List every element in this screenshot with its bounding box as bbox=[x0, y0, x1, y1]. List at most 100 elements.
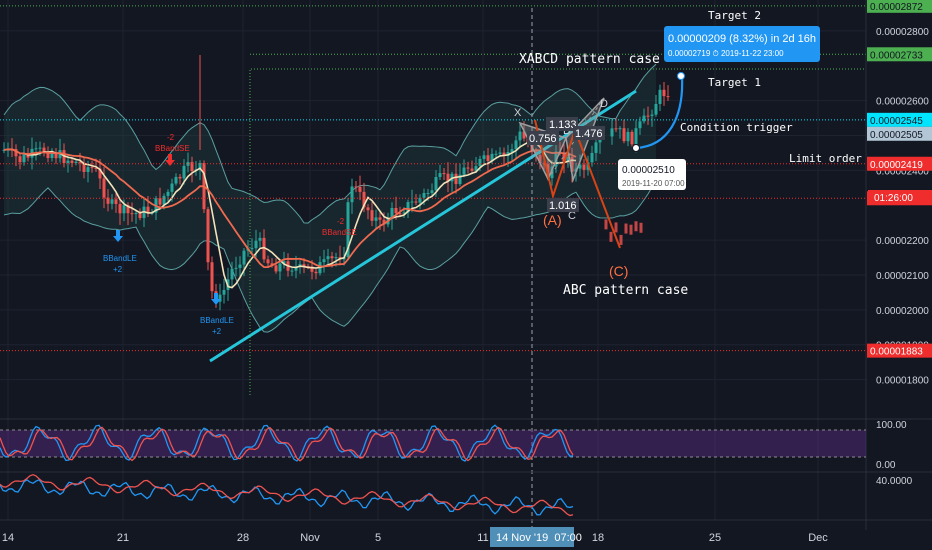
candle-body bbox=[118, 204, 122, 214]
price-level-box bbox=[867, 112, 932, 127]
time-tick-0: 14 bbox=[2, 532, 14, 544]
candle-body bbox=[538, 155, 542, 164]
point-c-circled-label: (C) bbox=[609, 263, 628, 279]
ascending-trendline[interactable] bbox=[209, 89, 637, 363]
candle-body bbox=[350, 186, 354, 203]
price-tick-6: 0.00002000 bbox=[876, 306, 929, 317]
candle-body bbox=[134, 213, 138, 215]
candle-body bbox=[594, 142, 598, 153]
third-tick: 40.0000 bbox=[876, 476, 913, 487]
ratio-label-1: 1.133 bbox=[549, 119, 577, 131]
candle-body bbox=[210, 262, 214, 292]
band-upper bbox=[3, 63, 657, 224]
candle-body bbox=[126, 205, 130, 214]
candle-body bbox=[82, 162, 86, 172]
ratio-label-3: 1.476 bbox=[575, 128, 603, 140]
candle-body bbox=[74, 161, 78, 163]
limit-tooltip-price: 0.00002510 bbox=[622, 165, 675, 176]
candle-body bbox=[206, 209, 210, 263]
candle-body bbox=[326, 256, 330, 260]
candle-body bbox=[406, 202, 410, 213]
band-fill bbox=[4, 64, 656, 333]
long-signal-arrow bbox=[113, 230, 123, 242]
candle-body bbox=[630, 131, 634, 145]
stochastic-panel: 100.00 0.00 bbox=[0, 420, 907, 471]
crosshair-time-box bbox=[490, 527, 574, 547]
candle-body bbox=[634, 221, 638, 232]
candle-body bbox=[294, 266, 298, 271]
candle-body bbox=[18, 156, 22, 163]
candle-body bbox=[86, 167, 90, 172]
candle-body bbox=[190, 162, 194, 172]
candle-body bbox=[619, 234, 623, 245]
candle-body bbox=[266, 259, 270, 264]
candle-body bbox=[290, 270, 294, 272]
candle-body bbox=[590, 152, 594, 163]
candle-body bbox=[662, 89, 666, 97]
candle-body bbox=[639, 222, 643, 233]
time-tick-6: 18 bbox=[592, 532, 604, 544]
candle-body bbox=[282, 261, 286, 264]
candle-body bbox=[622, 128, 626, 142]
candle-body bbox=[234, 267, 238, 269]
candle-body bbox=[458, 174, 462, 185]
target-point[interactable] bbox=[677, 72, 685, 80]
candle-body bbox=[566, 156, 570, 162]
candle-body bbox=[46, 152, 50, 158]
abc-title: ABC pattern case bbox=[563, 283, 688, 298]
stoch-tick-0: 0.00 bbox=[876, 460, 896, 471]
candle-body bbox=[358, 186, 362, 192]
limit-order-label: Limit order bbox=[789, 152, 862, 165]
candle-body bbox=[106, 197, 110, 204]
target-bracket bbox=[249, 68, 866, 395]
candle-body bbox=[642, 115, 646, 122]
candle-body bbox=[158, 198, 162, 205]
candle-body bbox=[514, 140, 518, 150]
candle-body bbox=[478, 158, 482, 167]
candle-body bbox=[218, 294, 222, 302]
candle-body bbox=[402, 212, 406, 214]
candle-body bbox=[98, 168, 102, 179]
price-tick-1: 0.00002600 bbox=[876, 97, 929, 108]
limit-order-point[interactable] bbox=[632, 144, 640, 152]
projection-curve[interactable] bbox=[635, 75, 684, 150]
price-level-label-4: 0.00002419 bbox=[870, 160, 923, 171]
time-tick-2: 28 bbox=[237, 532, 249, 544]
candle-body bbox=[250, 248, 254, 250]
price-level-label-0: 0.00002872 bbox=[870, 2, 923, 13]
ma-slow-line bbox=[3, 148, 577, 269]
condition-trigger-label: Condition trigger bbox=[680, 121, 793, 134]
candle-body bbox=[306, 265, 310, 267]
candle-body bbox=[462, 167, 466, 175]
bband-se-qty-2: -2 bbox=[337, 217, 345, 226]
candle-body bbox=[270, 263, 274, 266]
bband-le-qty-2: +2 bbox=[212, 327, 222, 336]
candle-body bbox=[426, 192, 430, 194]
candle-body bbox=[430, 190, 434, 193]
candle-body bbox=[34, 148, 38, 150]
ratio-label-2: 0.756 bbox=[529, 133, 557, 145]
candle-body bbox=[562, 152, 566, 162]
candle-body bbox=[362, 191, 366, 208]
candle-body bbox=[26, 154, 30, 158]
target2-label: Target 2 bbox=[708, 9, 761, 22]
bband-le-label-1: BBandLE bbox=[103, 254, 137, 263]
countdown-label: 01:26:00 bbox=[874, 193, 913, 204]
candle-body bbox=[78, 161, 82, 163]
price-level-label-6: 0.00001883 bbox=[870, 347, 923, 358]
price-axis: 0.000028000.000026000.000025000.00002400… bbox=[876, 27, 929, 387]
candle-body bbox=[522, 131, 526, 139]
candle-body bbox=[278, 263, 282, 272]
abc-pattern[interactable] bbox=[534, 119, 621, 249]
candle-body bbox=[374, 217, 378, 221]
band-lower bbox=[3, 179, 657, 333]
time-tick-7: 25 bbox=[709, 532, 721, 544]
bband-le-qty-1: +2 bbox=[113, 265, 123, 274]
candle-body bbox=[334, 257, 338, 259]
candle-body bbox=[66, 160, 70, 163]
candle-body bbox=[42, 147, 46, 153]
candle-body bbox=[238, 264, 242, 268]
candle-body bbox=[22, 154, 26, 163]
bband-le-label-2: BBandLE bbox=[200, 316, 234, 325]
candle-body bbox=[366, 207, 370, 211]
